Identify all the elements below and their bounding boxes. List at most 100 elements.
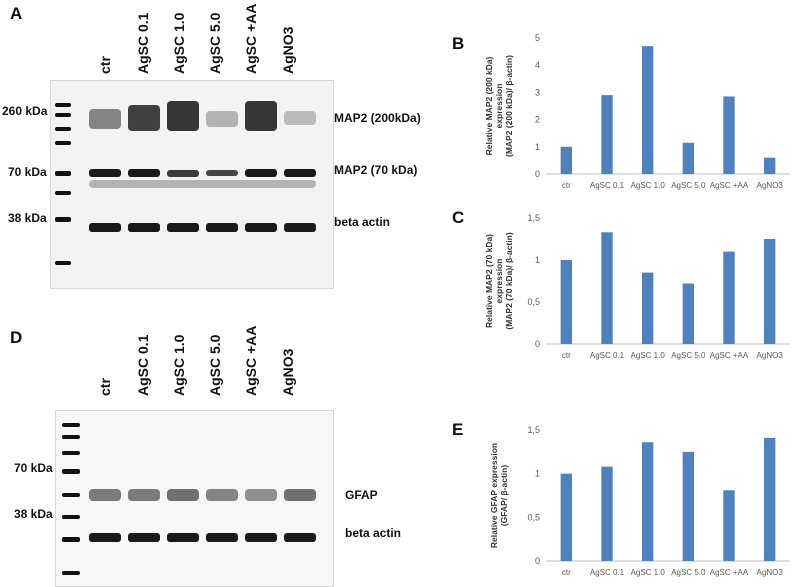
bar (641, 272, 654, 344)
map2-70-band (284, 169, 316, 177)
western-blot-d (55, 410, 334, 587)
ladder-band (55, 261, 71, 265)
gfap-band (245, 489, 277, 501)
marker-label-70: 70 kDa (14, 461, 53, 475)
ladder-band (55, 191, 71, 195)
beta-actin-band (206, 223, 238, 232)
ladder-band (62, 451, 80, 455)
panel-letter-b: B (452, 34, 465, 53)
x-tick-label: ctr (562, 351, 571, 360)
y-tick-label: 0 (535, 169, 540, 179)
bar (641, 46, 654, 174)
y-axis-label: expression (494, 84, 504, 129)
gfap-band (284, 489, 316, 501)
x-tick-label: AgSC +AA (710, 568, 749, 577)
lane-label: AgSC +AA (243, 325, 259, 396)
x-tick-label: AgSC 5.0 (671, 351, 706, 360)
x-tick-label: AgSC 0.1 (590, 351, 625, 360)
ladder-band (55, 103, 71, 107)
y-tick-label: 2 (535, 115, 540, 125)
y-axis-label: (MAP2 (70 kDa)/ β-actin) (504, 232, 514, 329)
bar (560, 473, 573, 561)
y-tick-label: 1 (535, 255, 540, 265)
lane-label: AgSC 5.0 (207, 12, 223, 74)
map2-70-band (89, 169, 121, 177)
beta-actin-band (89, 223, 121, 232)
lane-label: AgNO3 (280, 26, 296, 74)
beta-actin-band (284, 223, 316, 232)
y-tick-label: 4 (535, 60, 540, 70)
bar-chart-e: 0 0,5 1 1,5 ctr AgSC 0.1 AgSC 1.0 AgSC 5.0 AgSC … (489, 425, 790, 577)
x-tick-label: AgSC +AA (710, 181, 749, 190)
y-tick-label: 5 (535, 33, 540, 43)
y-tick-label: 0 (535, 339, 540, 349)
band-label-beta-actin: beta actin (345, 526, 402, 540)
x-tick-label: AgSC 1.0 (631, 351, 666, 360)
x-tick-label: AgSC 0.1 (590, 568, 625, 577)
bar (641, 442, 654, 561)
map2-70-band (206, 170, 238, 176)
lane-label: AgSC 1.0 (171, 12, 187, 74)
ladder-band (55, 141, 71, 145)
map2-200-band (89, 109, 121, 129)
bar (723, 490, 735, 561)
gfap-band (206, 489, 238, 501)
bar (560, 260, 573, 344)
map2-200-band (206, 111, 238, 127)
lane-label: ctr (97, 378, 113, 396)
bar (601, 466, 613, 561)
ladder-band (62, 435, 80, 439)
ladder-band (62, 571, 80, 575)
y-tick-label: 1 (535, 469, 540, 479)
beta-actin-band (245, 533, 277, 542)
panel-letter-d: D (10, 328, 23, 347)
x-tick-label: ctr (562, 568, 571, 577)
y-tick-label: 0 (535, 556, 540, 566)
beta-actin-band (167, 533, 199, 542)
x-tick-label: AgNO3 (757, 351, 784, 360)
y-tick-label: 0,5 (527, 297, 540, 307)
beta-actin-band (128, 223, 160, 232)
lane-label: AgNO3 (280, 348, 296, 396)
bar (601, 232, 613, 344)
beta-actin-band (89, 533, 121, 542)
y-axis-label: (MAP2 (200 kDa)/ β-actin) (504, 55, 514, 157)
band-label-map2-200: MAP2 (200kDa) (334, 111, 421, 125)
map2-70-lower-band (89, 180, 316, 188)
bar (763, 157, 776, 174)
lane-label: AgSC 0.1 (135, 12, 151, 74)
band-label-gfap: GFAP (345, 488, 378, 502)
bar (682, 451, 695, 561)
ladder-band (55, 127, 71, 131)
lane-label: AgSC +AA (243, 3, 259, 74)
lane-label: AgSC 0.1 (135, 334, 151, 396)
x-tick-label: AgSC 5.0 (671, 181, 706, 190)
y-axis-label: Relative MAP2 (70 kDa) (484, 234, 494, 328)
y-tick-label: 0,5 (527, 512, 540, 522)
y-axis-label: (GFAP/ β-actin) (499, 465, 509, 527)
beta-actin-band (284, 533, 316, 542)
ladder-band (62, 493, 80, 497)
x-tick-label: ctr (562, 181, 571, 190)
gfap-band (89, 489, 121, 501)
ladder-band (62, 423, 80, 427)
x-tick-label: AgSC 5.0 (671, 568, 706, 577)
y-axis-label: Relative MAP2 (200 kDa) (484, 56, 494, 155)
map2-70-band (167, 170, 199, 177)
marker-label-260: 260 kDa (2, 104, 48, 118)
panel-letter-c: C (452, 208, 465, 227)
bar (763, 437, 776, 561)
map2-70-band (128, 169, 160, 177)
y-axis-label: expression (494, 259, 504, 304)
x-tick-label: AgSC +AA (710, 351, 749, 360)
bar (601, 95, 613, 174)
x-tick-label: AgSC 1.0 (631, 568, 666, 577)
western-blot-a (50, 80, 334, 289)
y-axis-label: Relative GFAP expression (489, 443, 499, 548)
map2-200-band (128, 105, 160, 131)
x-tick-label: AgNO3 (757, 181, 784, 190)
beta-actin-band (128, 533, 160, 542)
ladder-band (62, 537, 80, 542)
panel-letter-e: E (452, 420, 464, 439)
y-tick-label: 3 (535, 87, 540, 97)
